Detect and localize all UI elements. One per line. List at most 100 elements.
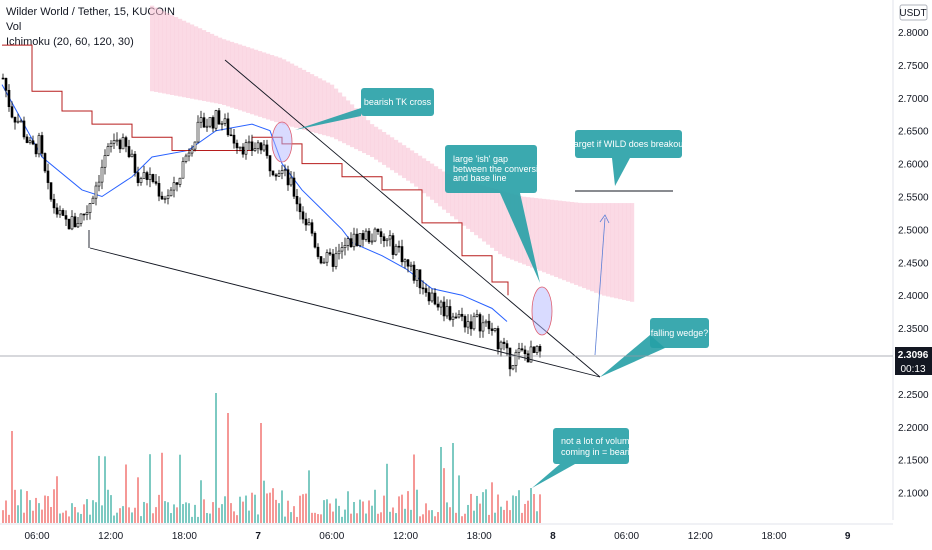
- candle-body: [100, 166, 104, 183]
- callout-text: target if WILD does breakout: [571, 139, 686, 149]
- candle-body: [451, 316, 455, 320]
- candle-body: [130, 153, 134, 158]
- volume-bar: [251, 492, 253, 523]
- cloud-segment: [286, 61, 291, 126]
- candle-body: [517, 348, 521, 353]
- currency-label: USDT: [899, 8, 926, 19]
- cloud-segment: [222, 39, 227, 106]
- candle-body: [103, 155, 107, 168]
- candle-body: [148, 174, 152, 180]
- volume-bar: [335, 498, 337, 523]
- cloud-segment: [418, 155, 423, 190]
- volume-bar: [470, 493, 472, 523]
- volume-bar: [200, 480, 202, 523]
- cloud-segment: [614, 203, 619, 299]
- cloud-segment: [394, 139, 399, 173]
- candle-body: [118, 139, 122, 150]
- volume-bar: [299, 495, 301, 523]
- callout-text: large 'ish' gap: [453, 154, 508, 164]
- volume-bar: [5, 500, 7, 523]
- candle-body: [358, 233, 362, 246]
- volume-bar: [152, 513, 154, 523]
- volume-bar: [95, 502, 97, 523]
- volume-bar: [353, 502, 355, 523]
- candle-body: [151, 174, 155, 182]
- candle-body: [463, 316, 467, 328]
- callout-box: [650, 318, 709, 348]
- volume-bar: [278, 503, 280, 523]
- candle-body: [157, 183, 161, 197]
- cloud-segment: [442, 171, 447, 210]
- volume-bar: [455, 512, 457, 523]
- time-tick-label: 06:00: [614, 531, 639, 542]
- candle-body: [271, 170, 275, 176]
- cloud-segment: [238, 44, 243, 111]
- candle-body: [481, 322, 485, 332]
- callout-text: falling wedge?: [651, 328, 709, 338]
- candle-body: [511, 365, 515, 370]
- volume-bar: [329, 503, 331, 523]
- cloud-segment: [158, 9, 163, 93]
- time-tick-label: 8: [550, 531, 556, 542]
- candle-body: [403, 259, 407, 263]
- candle-body: [4, 77, 8, 91]
- volume-bar: [458, 475, 460, 523]
- volume-bar: [134, 507, 136, 523]
- candle-body: [442, 301, 446, 317]
- cloud-segment: [258, 51, 263, 117]
- cloud-segment: [510, 193, 515, 260]
- volume-bar: [383, 495, 385, 523]
- volume-bar: [434, 516, 436, 523]
- candle-body: [73, 216, 77, 228]
- callout-tail: [612, 158, 630, 186]
- volume-bar: [320, 514, 322, 523]
- currency-box[interactable]: [899, 4, 928, 21]
- volume-bar: [524, 503, 526, 523]
- cloud-segment: [594, 203, 599, 293]
- cloud-segment: [298, 67, 303, 129]
- volume-bar: [143, 501, 145, 523]
- volume-bar: [146, 503, 148, 523]
- candle-body: [25, 136, 29, 143]
- price-tick-label: 2.7000: [898, 94, 929, 105]
- cloud-segment: [610, 203, 615, 298]
- volume-bar: [296, 516, 298, 523]
- wedge-lower-line: [89, 247, 601, 378]
- candle-body: [187, 152, 191, 157]
- volume-bar: [26, 491, 28, 523]
- candle-body: [136, 172, 140, 183]
- volume-bar: [401, 494, 403, 523]
- candle-body: [22, 120, 26, 138]
- conversion-line: [1, 84, 508, 322]
- volume-bar: [65, 510, 67, 523]
- callout-text: between the conversion line: [453, 164, 565, 174]
- volume-bar: [536, 511, 538, 523]
- volume-bar: [11, 431, 13, 523]
- cloud-segment: [282, 59, 287, 125]
- tk-cross-highlight: [271, 121, 293, 163]
- candle-body: [298, 203, 302, 213]
- cloud-segment: [586, 203, 591, 290]
- candle-body: [538, 345, 542, 352]
- cloud-segment: [342, 96, 347, 144]
- volume-bar: [449, 507, 451, 523]
- volume-bar: [32, 510, 34, 523]
- volume-bar: [392, 507, 394, 523]
- volume-bar: [500, 506, 502, 523]
- volume-bar: [113, 515, 115, 523]
- cloud-segment: [454, 177, 459, 220]
- volume-bar: [86, 499, 88, 523]
- cloud-segment: [406, 147, 411, 181]
- candle-body: [40, 135, 44, 154]
- candle-body: [34, 143, 38, 155]
- volume-bar: [512, 495, 514, 523]
- candle-body: [457, 313, 461, 318]
- candle-body: [295, 196, 299, 205]
- volume-bar: [155, 507, 157, 523]
- cloud-segment: [382, 132, 387, 165]
- candle-body: [175, 182, 179, 185]
- candle-body: [211, 117, 215, 129]
- volume-bar: [419, 516, 421, 523]
- callout-text: and base line: [453, 173, 507, 183]
